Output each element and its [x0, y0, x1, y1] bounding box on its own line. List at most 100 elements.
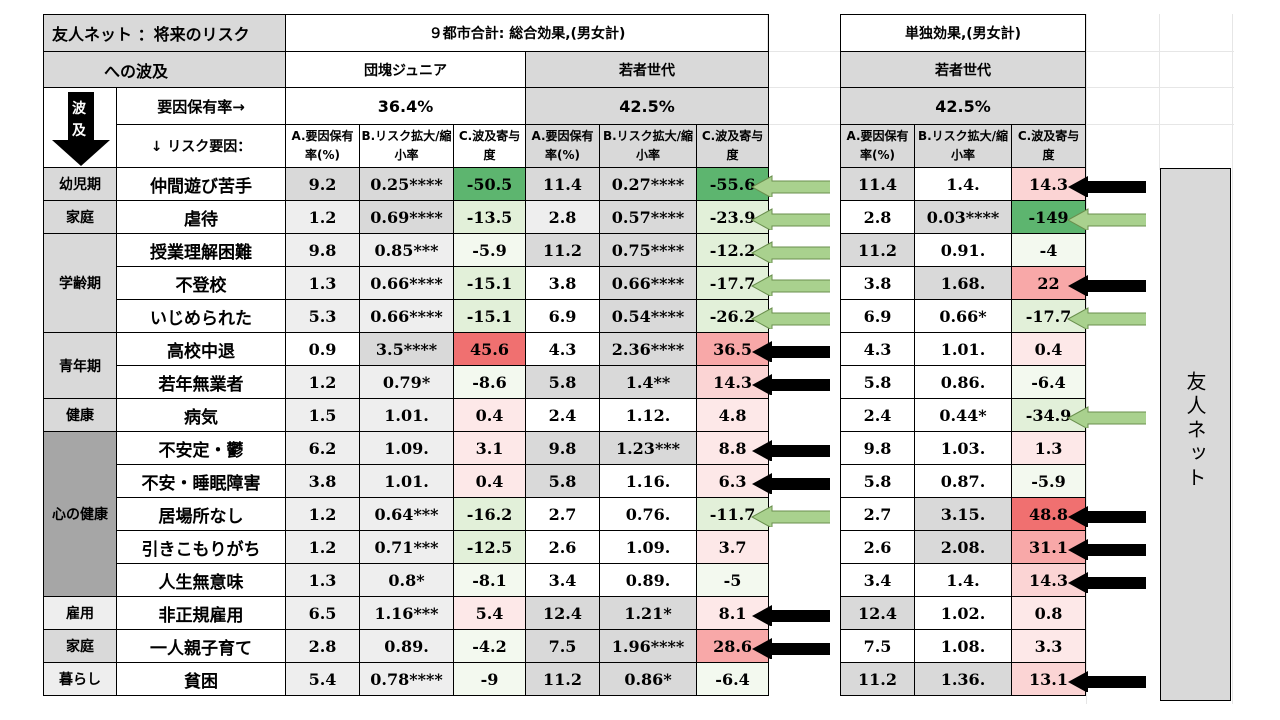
young-a-cell: 9.8 — [525, 431, 601, 465]
solo-b-cell: 1.68. — [914, 266, 1012, 300]
risk-factor-label: ↓ リスク要因： — [115, 124, 287, 168]
young-b-cell: 0.54**** — [599, 299, 698, 333]
young-c-cell: 3.7 — [696, 530, 770, 564]
young-b-cell: 1.96**** — [599, 629, 698, 663]
table-row: 不登校 1.3 0.66**** -15.1 3.8 0.66**** -17.7 — [44, 266, 770, 300]
dankai-a-cell: 0.9 — [285, 332, 361, 366]
young-b-cell: 1.16. — [599, 464, 698, 498]
solo-a-cell: 3.8 — [840, 266, 915, 300]
table-row: いじめられた 5.3 0.66**** -15.1 6.9 0.54**** -26.2 — [44, 299, 770, 333]
solo-body: 11.4 1.4. 14.3 2.8 0.03**** -149 11.2 0.91. -4 3.… — [840, 167, 1087, 696]
young-a-cell: 11.2 — [525, 662, 601, 696]
table-row: 3.8 1.68. 22 — [840, 266, 1087, 300]
table-row: 若年無業者 1.2 0.79* -8.6 5.8 1.4** 14.3 — [44, 365, 770, 399]
table-row: 2.7 3.15. 48.8 — [840, 497, 1087, 531]
wave-label-2: 及 — [72, 123, 86, 139]
factor-cell: 仲間遊び苦手 — [115, 167, 287, 201]
table-row: 家庭 虐待 1.2 0.69**** -13.5 2.8 0.57**** -23.9 — [43, 200, 770, 234]
green-arrow-icon — [750, 274, 830, 296]
section-total-header: ９都市合計: 総合効果,(男女計) — [285, 14, 770, 52]
solo-a-cell: 2.4 — [840, 398, 915, 432]
solo-b-cell: 0.44* — [914, 398, 1012, 432]
dankai-c-cell: -8.6 — [453, 365, 527, 399]
dankai-b-cell: 0.64*** — [359, 497, 455, 531]
table-row: 11.2 0.91. -4 — [840, 233, 1087, 267]
solo-a-cell: 5.8 — [840, 365, 915, 399]
solo-c-cell: 14.3 — [1010, 167, 1087, 201]
solo-b-cell: 1.36. — [914, 662, 1012, 696]
dankai-b-cell: 1.01. — [359, 398, 455, 432]
young-b-cell: 0.27**** — [599, 167, 698, 201]
solo-a-cell: 6.9 — [840, 299, 915, 333]
col-b-dankai: B.リスク拡大/縮小率 — [359, 124, 455, 168]
title-line1: 友人ネット ：将来のリスク — [52, 25, 250, 44]
factor-cell: 人生無意味 — [115, 563, 287, 597]
solo-c-cell: 0.4 — [1010, 332, 1087, 366]
dankai-a-cell: 9.2 — [285, 167, 361, 201]
solo-b-cell: 0.86. — [914, 365, 1012, 399]
dankai-b-cell: 0.8* — [359, 563, 455, 597]
solo-a-cell: 4.3 — [840, 332, 915, 366]
young-b-cell: 1.21* — [599, 596, 698, 630]
section-solo-header: 単独効果,(男女計) — [839, 14, 1087, 52]
table-row: 人生無意味 1.3 0.8* -8.1 3.4 0.89. -5 — [44, 563, 770, 597]
dankai-a-cell: 5.4 — [285, 662, 361, 696]
dankai-a-cell: 1.3 — [285, 563, 361, 597]
solo-a-cell: 5.8 — [840, 464, 915, 498]
black-arrow-icon — [752, 638, 830, 659]
table-row: 7.5 1.08. 3.3 — [840, 629, 1087, 663]
col-b-solo: B.リスク拡大/縮小率 — [914, 124, 1012, 168]
young-b-cell: 0.66**** — [599, 266, 698, 300]
table-row: 家庭 一人親子育て 2.8 0.89. -4.2 7.5 1.96**** 28.6 — [43, 629, 770, 663]
green-arrow-icon — [1066, 406, 1146, 428]
title-line2: への波及 — [104, 61, 169, 81]
dankai-b-cell: 1.01. — [359, 464, 455, 498]
table-row: 4.3 1.01. 0.4 — [840, 332, 1087, 366]
young-c-cell: 36.5 — [696, 332, 770, 366]
solo-b-cell: 3.15. — [914, 497, 1012, 531]
table-row: 幼児期 仲間遊び苦手 9.2 0.25**** -50.5 11.4 0.27**** -55… — [43, 167, 770, 201]
category-cell: 学齢期 — [43, 233, 117, 333]
factor-cell: 高校中退 — [115, 332, 287, 366]
table-row: 心の健康 不安定・鬱 6.2 1.09. 3.1 9.8 1.23*** 8.8 — [43, 431, 770, 597]
solo-a-cell: 7.5 — [840, 629, 915, 663]
table-row: 5.8 0.87. -5.9 — [840, 464, 1087, 498]
black-arrow-icon — [752, 473, 830, 494]
young-a-cell: 11.2 — [525, 233, 601, 267]
green-arrow-icon — [750, 307, 830, 329]
dankai-b-cell: 0.78**** — [359, 662, 455, 696]
factor-cell: 虐待 — [115, 200, 287, 234]
side-label-box: 友人ネット — [1160, 168, 1231, 701]
black-arrow-icon — [1068, 572, 1146, 593]
factor-cell: 若年無業者 — [115, 365, 287, 399]
table-row: 2.4 0.44* -34.9 — [840, 398, 1087, 432]
solo-b-cell: 2.08. — [914, 530, 1012, 564]
dankai-b-cell: 1.16*** — [359, 596, 455, 630]
factor-cell: 非正規雇用 — [115, 596, 287, 630]
factor-cell: 引きこもりがち — [115, 530, 287, 564]
solo-table: 単独効果,(男女計) 若者世代 42.5% A.要因保有率(%) B.リスク拡大… — [839, 14, 1087, 696]
down-arrow-icon — [52, 92, 110, 166]
young-b-cell: 0.76. — [599, 497, 698, 531]
group-header-young: 若者世代 — [525, 51, 770, 88]
young-c-cell: 6.3 — [696, 464, 770, 498]
group-header-dankai: 団塊ジュニア — [285, 51, 527, 88]
young-a-cell: 4.3 — [525, 332, 601, 366]
solo-c-cell: 3.3 — [1010, 629, 1087, 663]
young-a-cell: 2.8 — [525, 200, 601, 234]
table-row: 11.2 1.36. 13.1 — [840, 662, 1087, 696]
col-a-young: A.要因保有率(%) — [525, 124, 601, 168]
young-c-cell: 8.1 — [696, 596, 770, 630]
dankai-c-cell: 0.4 — [453, 464, 527, 498]
dankai-c-cell: -8.1 — [453, 563, 527, 597]
factor-cell: 居場所なし — [115, 497, 287, 531]
dankai-c-cell: -15.1 — [453, 299, 527, 333]
col-a-dankai: A.要因保有率(%) — [285, 124, 361, 168]
solo-b-cell: 1.08. — [914, 629, 1012, 663]
dankai-b-cell: 0.69**** — [359, 200, 455, 234]
wave-label-1: 波 — [72, 101, 86, 117]
prevalence-young: 42.5% — [525, 87, 770, 125]
solo-b-cell: 1.02. — [914, 596, 1012, 630]
main-table: 友人ネット ：将来のリスク ９都市合計: 総合効果,(男女計) への波及 団塊ジ… — [42, 14, 770, 696]
table-row: 健康 病気 1.5 1.01. 0.4 2.4 1.12. 4.8 — [43, 398, 770, 432]
